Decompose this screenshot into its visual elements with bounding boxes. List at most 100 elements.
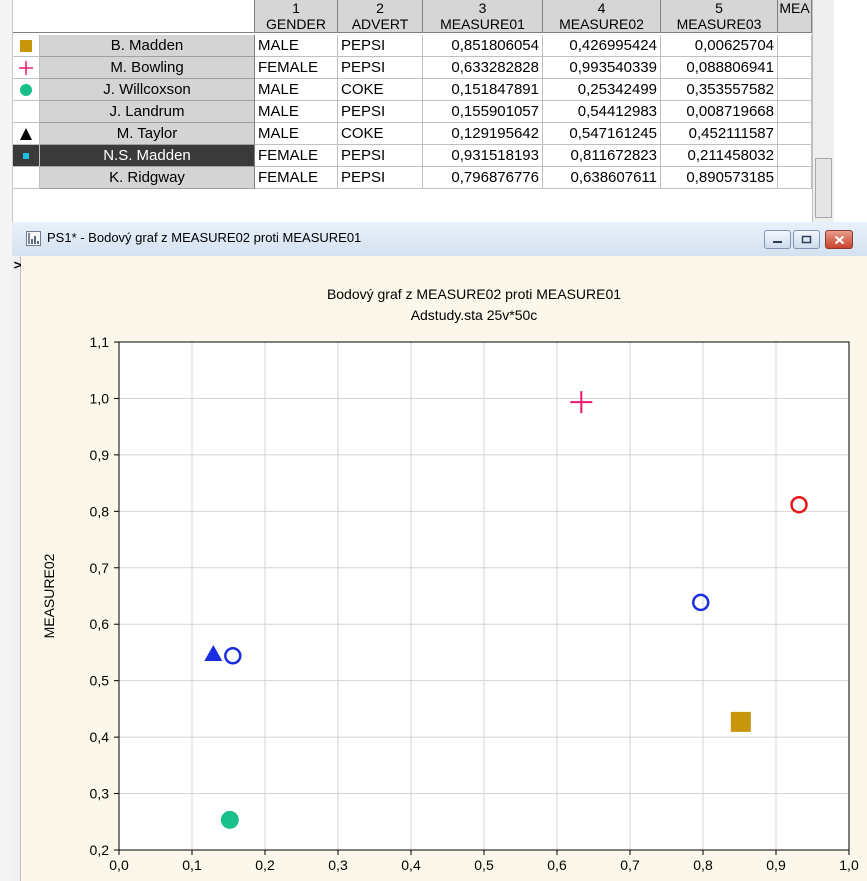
row-header-name[interactable]: J. Landrum [40,101,255,123]
data-cell[interactable]: 0,638607611 [543,167,661,189]
data-cell[interactable]: MALE [255,35,338,57]
data-cell[interactable]: MALE [255,101,338,123]
maximize-button[interactable] [793,230,820,249]
data-cell[interactable] [778,35,812,57]
row-header-name[interactable]: M. Bowling [40,57,255,79]
data-cell[interactable]: MALE [255,79,338,101]
minimize-button[interactable] [764,230,791,249]
x-tick-label: 0,3 [328,857,348,873]
square-icon [19,39,32,52]
row-header-name[interactable]: J. Willcoxson [40,79,255,101]
data-cell[interactable]: 0,426995424 [543,35,661,57]
data-cell[interactable]: 0,931518193 [423,145,543,167]
y-tick-label: 0,2 [90,842,110,858]
data-cell[interactable]: 0,353557582 [661,79,778,101]
data-cell[interactable]: 0,129195642 [423,123,543,145]
spreadsheet: 1 GENDER 2 ADVERT 3 MEASURE01 4 MEASURE02 5 MEASU… [0,0,867,222]
data-cell[interactable] [778,167,812,189]
column-number: 2 [376,0,384,16]
data-cell[interactable]: PEPSI [338,167,423,189]
row-header-name[interactable]: B. Madden [40,35,255,57]
plus-icon [18,60,33,75]
data-cell[interactable] [778,101,812,123]
close-icon [834,235,844,244]
data-cell[interactable]: FEMALE [255,57,338,79]
data-point-plus [570,391,593,414]
x-tick-label: 0,7 [620,857,640,873]
graph-body: > 0,0 0,1 0,2 0,3 0,4 0,5 0,6 0,7 0,8 0,9 1,0 0,2 0,… [12,256,867,881]
data-cell[interactable]: 0,452111587 [661,123,778,145]
graph-app-icon [26,231,41,246]
data-cell[interactable]: PEPSI [338,57,423,79]
column-header[interactable]: 2 ADVERT [338,0,423,33]
column-header[interactable]: 3 MEASURE01 [423,0,543,33]
scrollbar-thumb[interactable] [815,158,832,218]
x-tick-label: 0,6 [547,857,567,873]
data-cell[interactable] [778,79,812,101]
case-marker-cell [12,145,40,167]
expand-arrow-icon[interactable]: > [13,258,24,272]
data-cell[interactable] [778,145,812,167]
minimize-icon [773,240,782,243]
column-header[interactable]: 1 GENDER [255,0,338,33]
data-cell[interactable]: 0,008719668 [661,101,778,123]
data-cell[interactable]: 0,851806054 [423,35,543,57]
data-cell[interactable]: 0,547161245 [543,123,661,145]
data-cell[interactable]: 0,151847891 [423,79,543,101]
column-number: 5 [715,0,723,16]
scatter-chart: 0,0 0,1 0,2 0,3 0,4 0,5 0,6 0,7 0,8 0,9 1,0 0,2 0,3 0… [21,256,867,881]
data-cell[interactable] [778,123,812,145]
y-tick-label: 0,8 [90,503,110,519]
data-cell[interactable]: PEPSI [338,145,423,167]
x-tick-label: 0,2 [255,857,275,873]
data-cell[interactable]: 0,890573185 [661,167,778,189]
y-axis-label: MEASURE02 [41,553,57,638]
data-cell[interactable]: PEPSI [338,35,423,57]
data-cell[interactable]: 0,811672823 [543,145,661,167]
sheet-corner[interactable] [12,0,255,33]
data-cell[interactable]: 0,993540339 [543,57,661,79]
x-tick-label: 0,5 [474,857,494,873]
window-title: PS1* - Bodový graf z MEASURE02 proti MEA… [47,230,362,245]
data-point-square [730,711,751,732]
close-button[interactable] [825,230,853,249]
row-header-name[interactable]: N.S. Madden [40,145,255,167]
case-marker-cell [12,57,40,79]
column-number: 1 [292,0,300,16]
y-tick-label: 1,0 [90,390,110,406]
column-name: ADVERT [351,16,409,32]
y-tick-label: 0,5 [90,673,110,689]
y-tick-label: 0,6 [90,616,110,632]
row-header-name[interactable]: M. Taylor [40,123,255,145]
x-tick-label: 0,0 [109,857,129,873]
column-header[interactable]: 4 MEASURE02 [543,0,661,33]
data-cell[interactable]: 0,211458032 [661,145,778,167]
data-cell[interactable]: MALE [255,123,338,145]
data-cell[interactable]: 0,088806941 [661,57,778,79]
data-point-triangle [204,645,223,662]
data-cell[interactable]: 0,633282828 [423,57,543,79]
data-cell[interactable]: PEPSI [338,101,423,123]
y-tick-label: 0,9 [90,447,110,463]
data-cell[interactable]: FEMALE [255,145,338,167]
data-point-circle [691,593,710,612]
data-cell[interactable]: 0,796876776 [423,167,543,189]
data-cell[interactable]: 0,25342499 [543,79,661,101]
data-cell[interactable] [778,57,812,79]
column-header[interactable]: 5 MEASURE03 [661,0,778,33]
chart-title: Bodový graf z MEASURE02 proti MEASURE01 [327,286,621,302]
window-titlebar[interactable]: PS1* - Bodový graf z MEASURE02 proti MEA… [12,222,867,257]
data-cell[interactable]: COKE [338,79,423,101]
column-name: MEASURE02 [559,16,644,32]
data-cell[interactable]: 0,54412983 [543,101,661,123]
column-header[interactable]: MEA [778,0,812,33]
data-cell[interactable]: 0,00625704 [661,35,778,57]
column-name: MEASURE03 [676,16,762,32]
data-cell[interactable]: COKE [338,123,423,145]
y-tick-label: 1,1 [90,334,110,350]
data-cell[interactable]: FEMALE [255,167,338,189]
case-marker-cell [12,123,40,145]
row-header-name[interactable]: K. Ridgway [40,167,255,189]
x-tick-label: 0,1 [182,857,202,873]
data-cell[interactable]: 0,155901057 [423,101,543,123]
